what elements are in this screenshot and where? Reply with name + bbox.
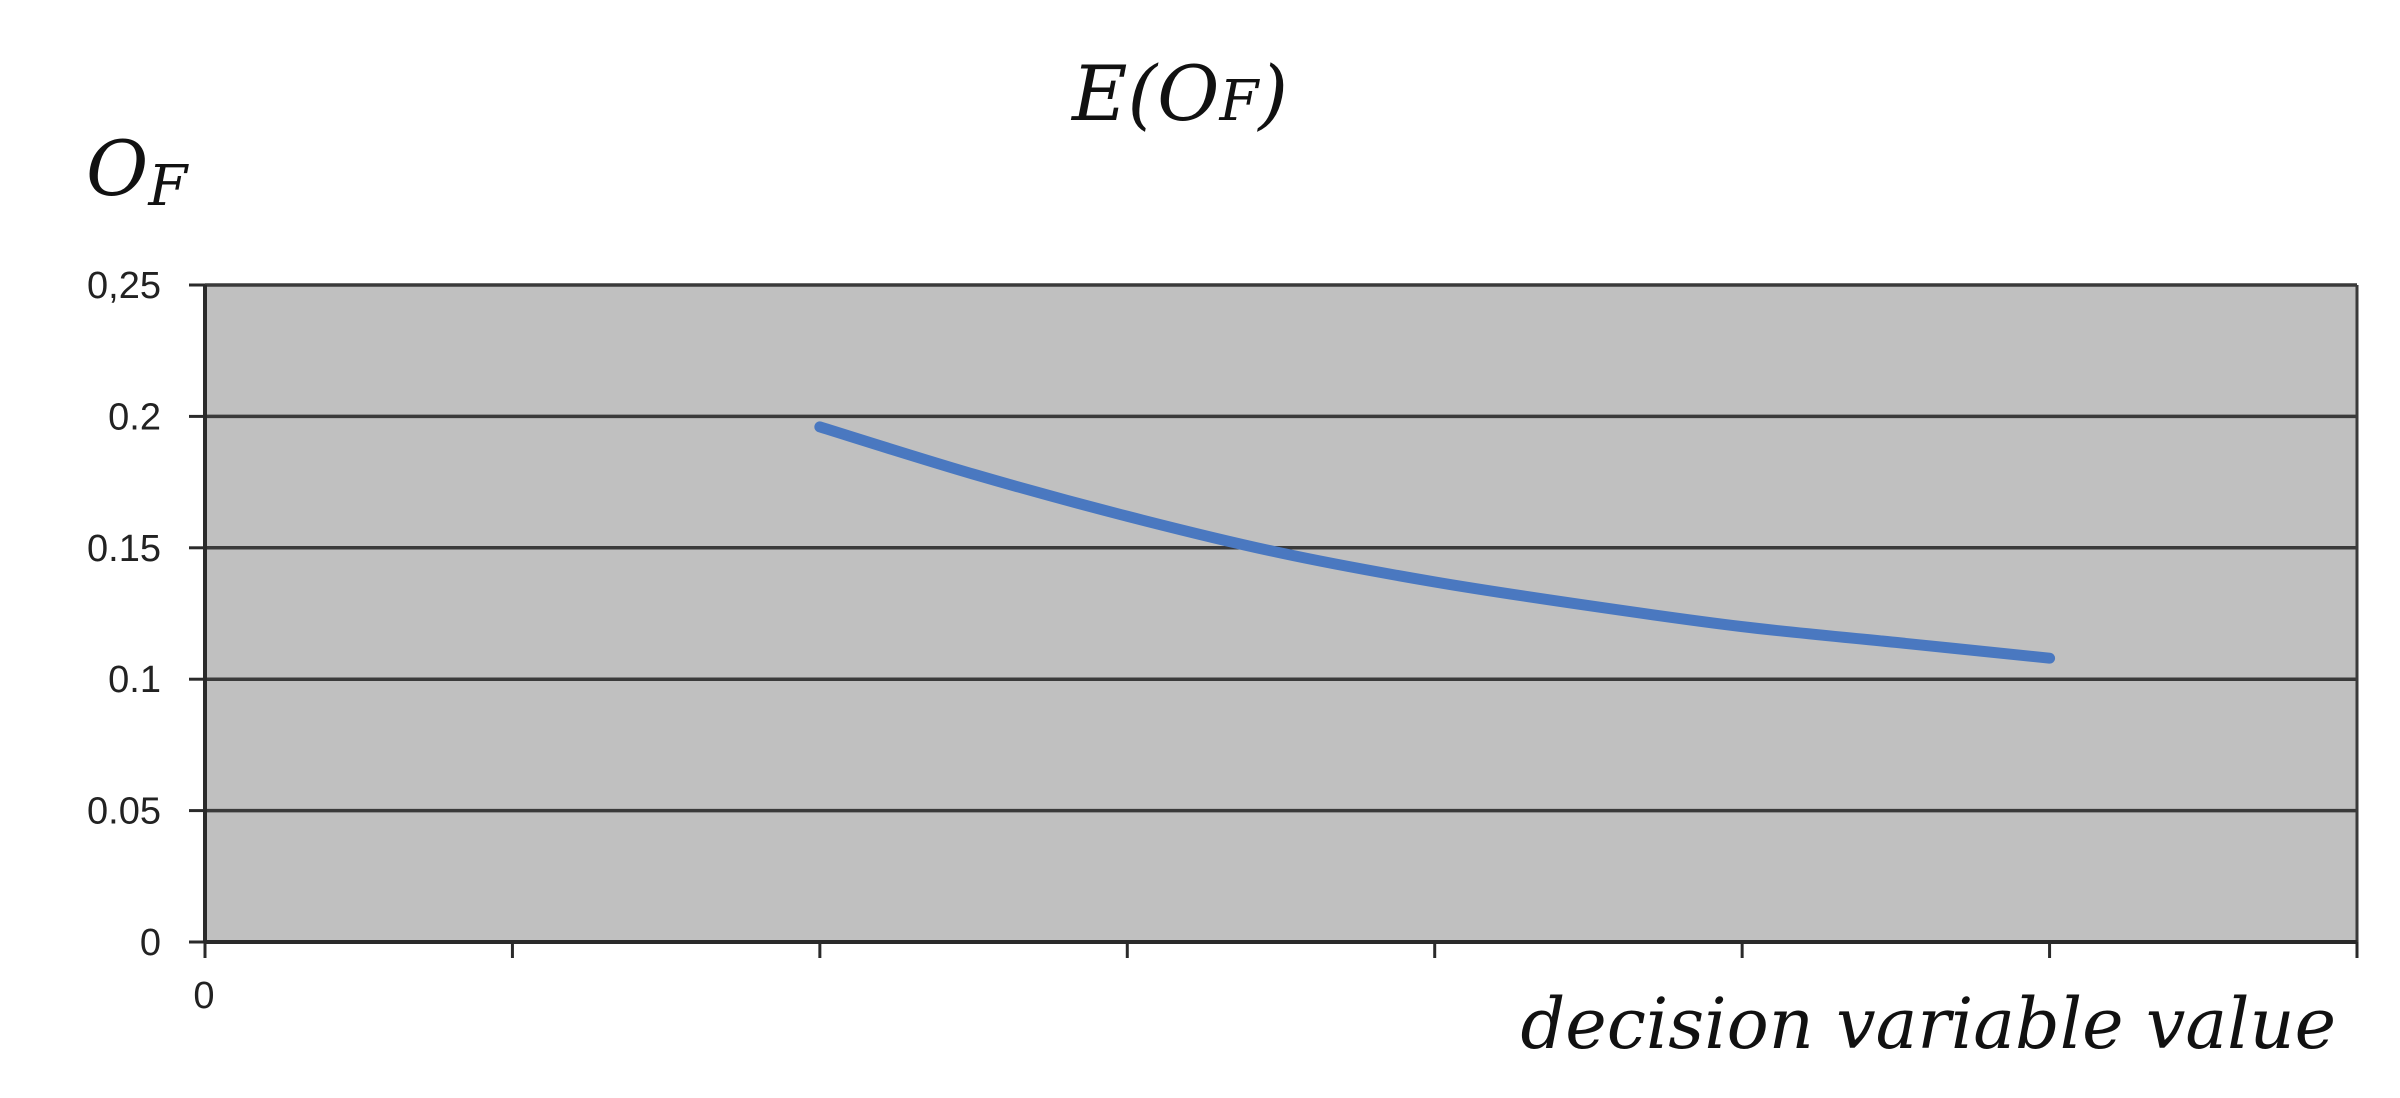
series-layer [814, 421, 2056, 664]
x-axis-label: decision variable value [1520, 983, 2336, 1065]
y-tick-label-5: 0,25 [87, 265, 161, 307]
y-tick-label-3: 0.15 [87, 528, 161, 570]
chart-title-main: E(O [1070, 49, 1219, 138]
chart-title-close: ) [1256, 49, 1288, 138]
y-axis-label-main: O [86, 124, 148, 213]
chart-title-subscript: F [1218, 69, 1260, 134]
plot-area [205, 285, 2357, 942]
series-line-0 [814, 421, 2056, 664]
tick-labels: 0 0.05 0.1 0.15 0.2 0,25 [87, 265, 161, 964]
y-tick-label-4: 0.2 [108, 396, 161, 438]
y-axis-label: OF [86, 124, 189, 219]
y-axis-label-subscript: F [147, 154, 189, 219]
y-tick-label-2: 0.1 [108, 659, 161, 701]
y-tick-label-0: 0 [140, 922, 161, 964]
y-tick-label-1: 0.05 [87, 791, 161, 833]
chart-title: E(OF) [1070, 49, 1288, 138]
tick-marks [189, 283, 2359, 958]
axes [203, 285, 2357, 944]
x-origin-label: 0 [193, 975, 214, 1017]
